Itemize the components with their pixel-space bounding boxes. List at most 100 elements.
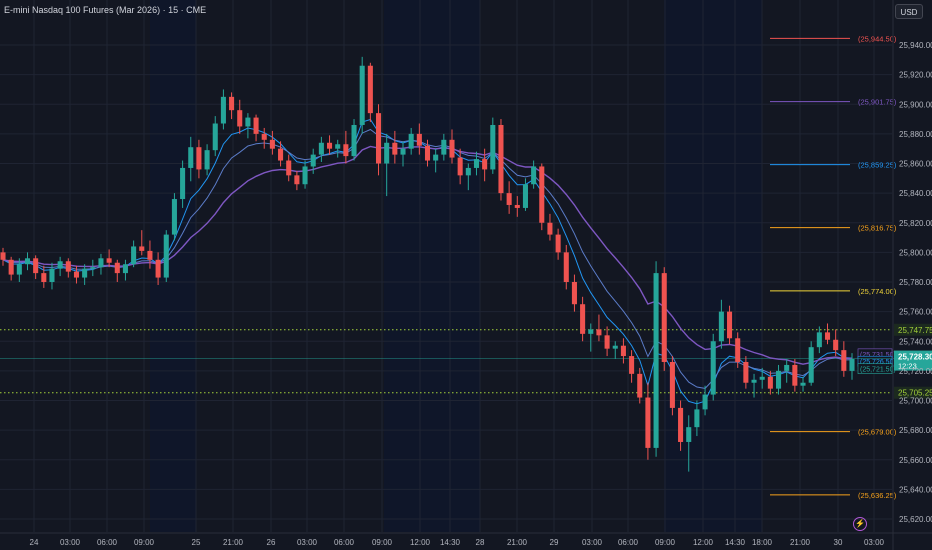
candle-body [359,65,365,125]
candle-body [522,184,528,208]
candle-body [506,193,512,205]
x-tick-label: 28 [476,538,485,547]
x-tick-label: 03:00 [582,538,603,547]
level-label: (25,859.25) [858,161,897,170]
candle-body [49,268,55,282]
level-label: (25,774.00) [858,287,897,296]
candle-body [229,96,235,111]
x-tick-label: 09:00 [655,538,676,547]
candle-body [24,258,31,265]
candle-body [661,273,667,362]
y-tick-label: 25,940.00 [899,41,932,50]
candle-body [163,234,169,278]
candle-body [278,148,284,161]
lightning-icon[interactable]: ⚡ [853,517,867,531]
candle-body [33,258,39,274]
candle-body [8,259,14,275]
candle-body [686,427,692,442]
candle-body [57,261,63,269]
candle-body [767,376,773,389]
x-tick-label: 30 [834,538,843,547]
session-shading [150,0,762,532]
candle-body [653,273,659,448]
candle-body [106,258,112,263]
candle-body [833,339,839,351]
dotted-line-label: 25,705.25 [898,389,932,398]
overlay-label: (25,726.50) [860,359,896,366]
candle-body [482,159,488,170]
candle-body [400,148,406,155]
candle-body [547,222,553,235]
candle-body [98,258,104,268]
candle-body [188,147,194,168]
y-tick-label: 25,920.00 [899,71,932,80]
candle-body [571,282,577,305]
level-label: (25,679.00) [858,428,897,437]
x-tick-label: 03:00 [60,538,81,547]
candle-body [824,332,831,340]
y-tick-label: 25,660.00 [899,456,932,465]
candle-body [449,139,455,158]
overlay-label-box [857,363,893,374]
candle-body [637,373,643,398]
candle-body [212,123,218,151]
y-tick-label: 25,740.00 [899,337,932,346]
y-tick-label: 25,820.00 [899,219,932,228]
overlay-label: (25,721.50) [860,367,896,374]
candle-body [286,160,292,176]
currency-button[interactable]: USD [895,4,923,19]
candlesticks [0,56,855,472]
candle-body [514,204,520,208]
candle-body [237,110,243,127]
countdown-label: 12:23 [898,362,917,371]
candle-body [433,154,439,161]
candle-body [792,364,798,386]
candle-body [302,166,308,185]
y-tick-label: 25,720.00 [899,367,932,376]
candle-body [196,147,202,170]
candle-body [245,117,251,127]
candle-body [90,267,96,269]
candle-body [171,199,177,235]
x-tick-label: 09:00 [134,538,155,547]
x-tick-label: 06:00 [334,538,355,547]
x-tick-label: 21:00 [790,538,811,547]
candle-body [253,117,259,134]
candle-body [269,139,275,149]
candle-body [367,65,373,114]
candle-body [147,250,153,260]
candle-body [261,133,267,140]
candle-body [849,359,855,371]
candle-body [784,364,790,371]
x-tick-label: 03:00 [864,538,885,547]
candle-body [490,124,496,170]
candle-body [343,144,349,157]
candle-body [327,142,333,149]
x-tick-label: 12:00 [410,538,431,547]
candle-body [531,166,537,185]
candle-body [759,376,765,380]
candle-body [743,361,749,383]
x-tick-label: 25 [192,538,201,547]
y-tick-label: 25,900.00 [899,100,932,109]
dotted-line-badge [894,323,932,336]
candle-body [727,311,733,339]
dotted-line-badge [894,386,932,399]
candle-body [82,268,88,278]
candle-body [604,335,610,349]
candle-body [392,142,398,155]
candle-body [65,261,71,272]
candle-body [294,175,300,185]
current-price-badge [894,350,932,371]
x-tick-label: 09:00 [372,538,393,547]
candle-body [180,167,186,200]
candle-body [645,397,651,448]
candle-body [775,370,782,389]
level-label: (25,816.75) [858,224,897,233]
candle-body [310,154,316,167]
level-label: (25,944.50) [858,34,897,43]
level-lines: (25,944.50) (25,901.75) (25,859.25) (25,816… [0,34,932,500]
candle-body [408,133,414,149]
candle-body [465,167,471,176]
